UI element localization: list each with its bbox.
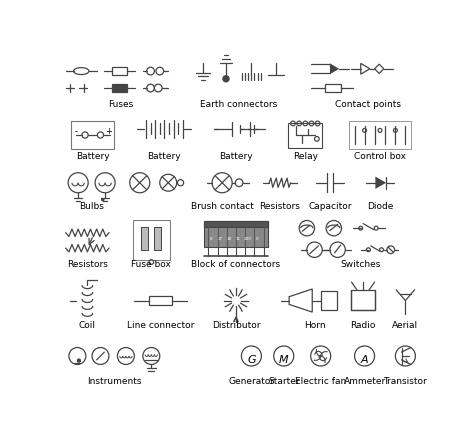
Polygon shape [330, 64, 339, 74]
Text: Battery: Battery [147, 152, 181, 161]
Text: 0: 0 [255, 237, 258, 241]
Text: Earth connectors: Earth connectors [201, 100, 278, 108]
Text: +: + [105, 127, 111, 137]
Text: G: G [247, 355, 255, 365]
Text: 8: 8 [210, 237, 212, 241]
Text: 18: 18 [227, 237, 232, 241]
Text: Contact points: Contact points [336, 100, 401, 108]
Text: Resistors: Resistors [259, 202, 301, 211]
Bar [140, 227, 148, 250]
Bar [149, 296, 172, 305]
Ellipse shape [73, 68, 89, 75]
Polygon shape [375, 177, 386, 189]
Circle shape [101, 199, 104, 201]
Polygon shape [289, 289, 312, 312]
Text: Relay: Relay [293, 152, 318, 161]
Text: Diode: Diode [367, 202, 393, 211]
Polygon shape [374, 64, 384, 73]
Text: Starter: Starter [268, 377, 300, 386]
Text: Fuses: Fuses [108, 100, 133, 108]
Text: 200: 200 [244, 237, 252, 241]
Bar [321, 291, 337, 310]
Text: -: - [74, 127, 77, 137]
Text: Resistors: Resistors [67, 260, 108, 269]
Bar [133, 220, 170, 260]
Text: Control box: Control box [354, 152, 406, 161]
Bar [204, 221, 268, 227]
Bar [112, 84, 128, 92]
Text: Generator: Generator [228, 377, 274, 386]
Text: Bulbs: Bulbs [79, 202, 104, 211]
Bar [140, 227, 148, 250]
Bar [204, 227, 268, 247]
Text: Fuse box: Fuse box [131, 260, 171, 269]
Bar [71, 121, 114, 149]
Bar [112, 67, 128, 75]
Text: Radio: Radio [350, 321, 376, 330]
Circle shape [223, 76, 229, 82]
Text: Electric fan: Electric fan [295, 377, 346, 386]
Bar [349, 121, 411, 149]
Text: Distributor: Distributor [212, 321, 260, 330]
Text: Brush contact: Brush contact [191, 202, 254, 211]
Circle shape [77, 359, 81, 362]
Bar [288, 124, 322, 148]
Text: Coil: Coil [79, 321, 96, 330]
Text: Line connector: Line connector [127, 321, 194, 330]
Bar [352, 290, 374, 310]
Bar [154, 227, 161, 250]
Text: Aerial: Aerial [392, 321, 419, 330]
Text: Switches: Switches [340, 260, 381, 269]
Polygon shape [361, 64, 370, 74]
Text: Instruments: Instruments [87, 377, 142, 386]
Text: 17: 17 [217, 237, 222, 241]
Text: Battery: Battery [76, 152, 109, 161]
Text: Horn: Horn [304, 321, 325, 330]
Text: Transistor: Transistor [383, 377, 427, 386]
Bar [154, 227, 161, 250]
Text: Battery: Battery [219, 152, 253, 161]
Text: 11: 11 [236, 237, 241, 241]
Text: Block of connectors: Block of connectors [191, 260, 281, 269]
Text: M: M [279, 355, 289, 365]
Text: Ammeter: Ammeter [344, 377, 386, 386]
Text: A: A [361, 355, 368, 365]
Bar [325, 84, 341, 92]
Text: Capacitor: Capacitor [308, 202, 352, 211]
